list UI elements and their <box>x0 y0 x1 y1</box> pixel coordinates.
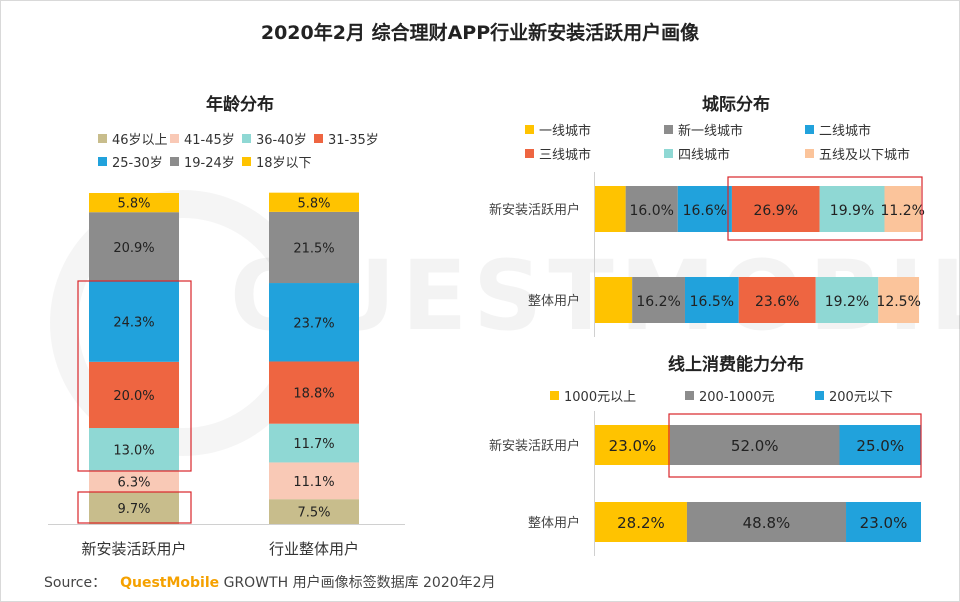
age-legend-item: 19-24岁 <box>170 152 235 171</box>
age-bar-segment <box>269 361 359 424</box>
city-legend-item: 三线城市 <box>525 144 591 163</box>
legend-label: 200-1000元 <box>699 390 775 405</box>
source-label: Source： <box>44 575 107 591</box>
legend-swatch <box>170 134 179 143</box>
legend-swatch <box>805 149 814 158</box>
legend-label: 25-30岁 <box>112 156 163 171</box>
age-legend-item: 31-35岁 <box>314 129 379 148</box>
age-value-label: 5.8% <box>117 197 150 212</box>
city-legend-item: 一线城市 <box>525 120 591 139</box>
legend-label: 1000元以上 <box>564 390 637 405</box>
legend-label: 一线城市 <box>539 124 592 139</box>
legend-label: 新一线城市 <box>678 124 744 139</box>
age-value-label: 13.0% <box>113 444 154 459</box>
legend-label: 36-40岁 <box>256 133 307 148</box>
legend-swatch <box>805 125 814 134</box>
legend-swatch <box>98 134 107 143</box>
legend-swatch <box>242 157 251 166</box>
age-legend-item: 41-45岁 <box>170 129 235 148</box>
legend-label: 五线及以下城市 <box>819 148 911 163</box>
age-category-label: 新安装活跃用户 <box>81 540 186 558</box>
city-legend-item: 四线城市 <box>664 144 730 163</box>
age-bar-segment <box>269 499 359 524</box>
age-bar-segment <box>269 211 359 284</box>
legend-label: 46岁以上 <box>112 133 168 148</box>
age-category-label: 行业整体用户 <box>269 540 359 558</box>
legend-label: 四线城市 <box>678 148 731 163</box>
legend-swatch <box>525 149 534 158</box>
source-text: GROWTH 用户画像标签数据库 2020年2月 <box>223 575 496 591</box>
age-value-label: 21.5% <box>293 241 334 256</box>
city-legend-item: 二线城市 <box>805 120 871 139</box>
age-chart-title: 年龄分布 <box>206 95 274 115</box>
age-bar-segment <box>89 212 179 282</box>
city-legend-item: 新一线城市 <box>664 120 743 139</box>
age-bar-segment <box>89 361 179 429</box>
city-legend-item: 五线及以下城市 <box>805 144 910 163</box>
consumption-chart-title: 线上消费能力分布 <box>668 355 804 375</box>
consumption-legend-item: 200元以下 <box>815 386 893 405</box>
city-chart-title: 城际分布 <box>702 95 770 115</box>
legend-swatch <box>664 149 673 158</box>
legend-swatch <box>170 157 179 166</box>
legend-label: 三线城市 <box>539 148 592 163</box>
legend-label: 二线城市 <box>819 124 872 139</box>
age-legend-item: 46岁以上 <box>98 129 168 148</box>
age-highlight-box <box>77 280 192 472</box>
legend-swatch <box>664 125 673 134</box>
consumption-legend-item: 1000元以上 <box>550 386 636 405</box>
age-legend-item: 36-40岁 <box>242 129 307 148</box>
age-value-label: 24.3% <box>113 316 154 331</box>
legend-swatch <box>815 391 824 400</box>
legend-swatch <box>98 157 107 166</box>
age-highlight-box <box>77 491 192 524</box>
main-title: 2020年2月 综合理财APP行业新安装活跃用户画像 <box>260 22 700 44</box>
age-bar-segment <box>89 471 179 492</box>
age-value-label: 23.7% <box>293 316 334 331</box>
age-bar-segment <box>89 428 179 472</box>
legend-label: 200元以下 <box>829 390 893 405</box>
legend-label: 18岁以下 <box>256 156 312 171</box>
legend-swatch <box>314 134 323 143</box>
age-legend-item: 18岁以下 <box>242 152 312 171</box>
age-bar-segment <box>269 283 359 362</box>
source-line: Source： QuestMobile GROWTH 用户画像标签数据库 2020… <box>44 572 496 592</box>
legend-swatch <box>242 134 251 143</box>
age-bar-segment <box>89 193 179 213</box>
age-bar-segment <box>269 462 359 500</box>
consumption-legend-item: 200-1000元 <box>685 386 775 405</box>
age-value-label: 20.0% <box>113 389 154 404</box>
age-chart: 9.7% 6.3% 13.0% 20.0% 24.3% 20.9% 5.8% 新安装活跃用户 7… <box>48 192 405 558</box>
legend-swatch <box>550 391 559 400</box>
age-value-label: 18.8% <box>293 387 334 402</box>
legend-label: 19-24岁 <box>184 156 235 171</box>
age-value-label: 11.1% <box>293 475 334 490</box>
legend-label: 41-45岁 <box>184 133 235 148</box>
age-value-label: 7.5% <box>297 506 330 521</box>
age-value-label: 11.7% <box>293 437 334 452</box>
age-value-label: 20.9% <box>113 241 154 256</box>
age-value-label: 6.3% <box>117 475 150 490</box>
brand-name: QuestMobile <box>120 575 220 591</box>
legend-swatch <box>685 391 694 400</box>
age-bar-segment <box>269 192 359 212</box>
legend-label: 31-35岁 <box>328 133 379 148</box>
age-bar-segment <box>89 491 179 524</box>
legend-swatch <box>525 125 534 134</box>
age-bar-segment <box>269 423 359 463</box>
age-value-label: 9.7% <box>117 502 150 517</box>
age-bar-segment <box>89 281 179 362</box>
age-value-label: 5.8% <box>297 196 330 211</box>
age-legend-item: 25-30岁 <box>98 152 163 171</box>
